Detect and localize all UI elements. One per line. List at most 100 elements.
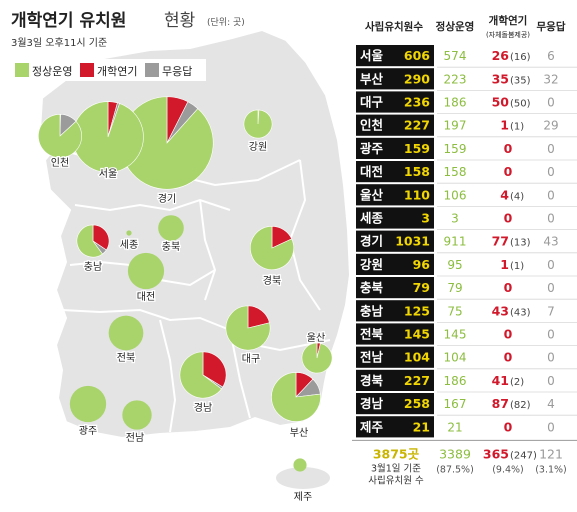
normal-count: 197 (444, 119, 467, 133)
normal-count: 158 (444, 165, 467, 179)
normal-count: 574 (444, 49, 467, 63)
pie-label-부산: 부산 (290, 427, 308, 439)
region-name-box (356, 45, 434, 67)
region-name-box (356, 277, 434, 299)
region-name-box (356, 393, 434, 415)
normal-count: 3 (451, 212, 459, 226)
private-count: 258 (404, 396, 430, 411)
pie-제주 (293, 458, 307, 472)
pie-대전 (127, 252, 165, 290)
region-name-box (356, 300, 434, 322)
total-noresponse: 121 (539, 446, 563, 461)
pie-경기 (120, 96, 214, 190)
pie-slice-normal (108, 315, 144, 351)
region-name: 서울 (360, 48, 384, 63)
header-private: 사립유치원수 (365, 20, 423, 33)
total-normal: 3389 (439, 446, 471, 461)
total-delayed-pct: (9.4%) (492, 464, 524, 475)
table-row: 부산 290 223 35 (35) 32 (356, 68, 577, 91)
table-row: 세종 3 3 0 0 (356, 207, 577, 231)
delayed-count: 77 (492, 234, 509, 249)
unit-note: (단위: 곳) (207, 17, 245, 28)
delayed-count: 0 (504, 280, 513, 295)
private-count: 79 (413, 280, 430, 295)
pie-slice-normal (38, 113, 82, 158)
normal-count: 75 (447, 304, 462, 318)
pie-label-경남: 경남 (194, 401, 212, 414)
pie-slice-normal (293, 458, 307, 472)
normal-count: 186 (444, 374, 467, 388)
table-row: 충북 79 79 0 0 (356, 277, 577, 300)
care-count: (82) (510, 400, 531, 411)
private-count: 236 (404, 95, 430, 110)
delayed-count: 4 (500, 187, 509, 202)
legend-swatch-normal (15, 63, 29, 77)
private-count: 104 (404, 350, 430, 365)
pie-서울 (72, 101, 144, 173)
pie-인천 (38, 113, 82, 158)
private-count: 227 (404, 118, 430, 133)
private-count: 3 (421, 211, 430, 226)
care-count: (43) (510, 307, 531, 318)
private-count: 227 (404, 373, 430, 388)
delayed-count: 0 (504, 327, 513, 342)
table-row: 광주 159 159 0 0 (356, 137, 577, 161)
table-row: 전북 145 145 0 0 (356, 323, 577, 347)
region-name-box (356, 346, 434, 368)
region-name: 세종 (360, 211, 384, 226)
pie-slice-normal (271, 372, 321, 422)
table-row: 전남 104 104 0 0 (356, 346, 577, 370)
private-count: 21 (413, 419, 430, 434)
pie-부산 (271, 372, 321, 422)
header-noresponse: 무응답 (537, 21, 566, 33)
normal-count: 104 (444, 351, 467, 365)
pie-slice-normal (126, 230, 132, 236)
legend-swatch-noresponse (145, 63, 159, 77)
region-pie-charts (38, 96, 333, 472)
care-count: (50) (510, 99, 531, 110)
region-name-box (356, 184, 434, 206)
total-private-note: 사립유치원 수 (368, 474, 424, 486)
total-delayed-care: (247) (510, 450, 537, 461)
delayed-count: 87 (492, 396, 509, 411)
legend-label-normal: 정상운영 (32, 65, 72, 78)
noresponse-count: 0 (547, 188, 555, 202)
pie-label-경기: 경기 (158, 192, 176, 205)
pie-label-세종: 세종 (120, 239, 138, 251)
normal-count: 95 (447, 258, 462, 272)
pie-label-전북: 전북 (117, 352, 135, 364)
care-count: (1) (510, 261, 524, 272)
private-count: 145 (404, 327, 430, 342)
pie-slice-normal (69, 385, 107, 423)
pie-slice-delayed (92, 224, 110, 251)
noresponse-count: 0 (547, 328, 555, 342)
noresponse-count: 6 (547, 49, 555, 63)
pie-slice-normal (72, 101, 144, 173)
delayed-count: 0 (504, 419, 513, 434)
region-name: 강원 (360, 257, 383, 272)
table-row: 서울 606 574 26 (16) 6 (356, 45, 577, 68)
legend-swatch-delayed (80, 63, 94, 77)
noresponse-count: 7 (547, 304, 555, 318)
delayed-count: 35 (492, 71, 509, 86)
pie-label-대구: 대구 (242, 353, 260, 365)
region-name: 경북 (360, 373, 384, 388)
normal-count: 186 (444, 96, 467, 110)
region-name-box (356, 68, 434, 90)
private-count: 159 (404, 141, 430, 156)
pie-충북 (158, 215, 184, 241)
table-row: 인천 227 197 1 (1) 29 (356, 114, 577, 138)
total-delayed: 365 (483, 446, 509, 461)
table-row: 울산 110 106 4 (4) 0 (356, 184, 577, 207)
normal-count: 79 (447, 281, 462, 295)
region-name-box (356, 137, 434, 159)
pie-label-광주: 광주 (79, 425, 97, 437)
region-name-box (356, 230, 434, 252)
normal-count: 911 (444, 235, 467, 249)
region-name-box (356, 207, 434, 229)
noresponse-count: 4 (547, 397, 555, 411)
table-row: 경남 258 167 87 (82) 4 (356, 393, 577, 416)
legend-label-delayed: 개학연기 (97, 65, 137, 78)
table-row: 대구 236 186 50 (50) 0 (356, 91, 577, 114)
